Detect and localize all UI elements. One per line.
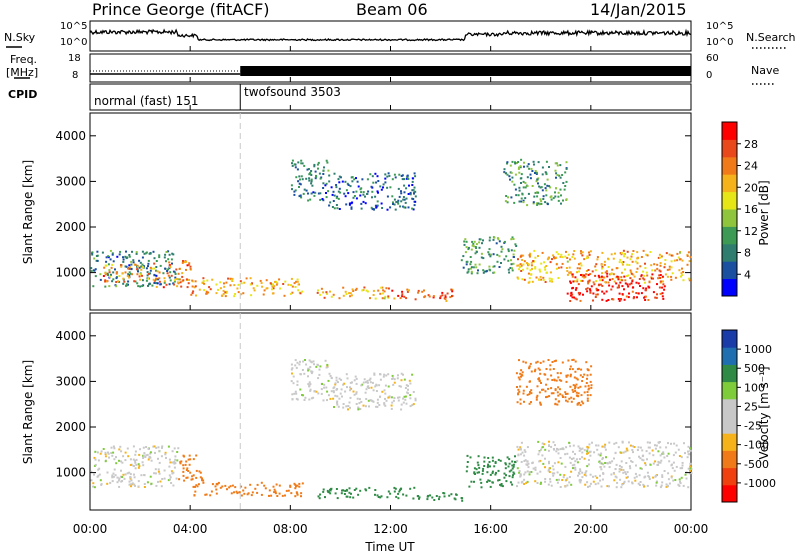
xtick-label: 00:00 [73, 522, 108, 536]
freq-trace [90, 66, 691, 76]
freq-unit-label: [MHz] [6, 66, 39, 79]
xtick-label: 00:00 [674, 522, 709, 536]
power-colorbar-tick: 24 [744, 160, 758, 173]
nave-tick-low: 0 [706, 70, 713, 81]
freq-tick-low: 8 [72, 70, 79, 81]
velocity-ytick-label: 4000 [55, 329, 86, 343]
power-colorbar-tick: 20 [744, 181, 758, 194]
power-ylabel: Slant Range [km] [21, 160, 35, 264]
velocity-colorbar-tick: -100 [744, 439, 769, 452]
nsky-tick-low: 10^0 [60, 37, 88, 48]
velocity-heatmap [90, 358, 693, 502]
power-colorbar-label: Power [dB] [757, 180, 771, 245]
velocity-colorbar-tick: 25 [744, 400, 758, 413]
nave-tick-high: 60 [706, 53, 719, 64]
nsearch-tick-high: 10^5 [706, 21, 734, 32]
nsky-tick-high: 10^5 [60, 21, 88, 32]
velocity-region-8 [515, 358, 593, 407]
velocity-colorbar-tick: 100 [744, 381, 765, 394]
power-region-4 [290, 159, 330, 202]
velocity-region-4 [327, 372, 417, 411]
velocity-region-9 [516, 440, 693, 489]
velocity-region-1 [178, 454, 205, 482]
power-region-7 [391, 288, 454, 302]
nsearch-label: N.Search [746, 31, 796, 44]
power-colorbar-tick: 16 [744, 203, 758, 216]
xtick-label: 12:00 [373, 522, 408, 536]
xtick-label: 16:00 [473, 522, 508, 536]
power-colorbar-tick: 28 [744, 138, 758, 151]
power-colorbar: 28 24 20 16 12 8 4 [721, 121, 758, 297]
power-colorbar-tick: 8 [744, 247, 751, 260]
x-axis-label: Time UT [364, 540, 415, 554]
velocity-colorbar: 1000 500 100 25 -25 -100 -500 -1000 [721, 329, 776, 503]
velocity-colorbar-tick: 500 [744, 362, 765, 375]
cpid-label: CPID [8, 88, 38, 101]
cpid-segment-twofsound: twofsound 3503 [244, 85, 341, 99]
power-colorbar-tick: 4 [744, 268, 751, 281]
power-region-5 [328, 172, 417, 211]
freq-label: Freq. [10, 53, 38, 66]
power-ytick-label: 1000 [55, 266, 86, 280]
power-ytick-label: 3000 [55, 174, 86, 188]
power-region-8 [460, 236, 518, 275]
nsky-label: N.Sky [4, 31, 36, 44]
power-region-6 [316, 286, 390, 300]
power-ytick-label: 2000 [55, 220, 86, 234]
power-ytick-label: 4000 [55, 129, 86, 143]
velocity-region-5 [317, 486, 416, 500]
xtick-label: 20:00 [574, 522, 609, 536]
nsearch-tick-low: 10^0 [706, 37, 734, 48]
velocity-region-6 [416, 492, 464, 502]
xtick-label: 08:00 [273, 522, 308, 536]
freq-tick-high: 18 [68, 53, 81, 64]
velocity-colorbar-tick: 1000 [744, 343, 772, 356]
power-panel-frame [89, 112, 692, 311]
cpid-segment-normal: normal (fast) 151 [94, 94, 199, 108]
velocity-ytick-label: 1000 [55, 466, 86, 480]
velocity-ylabel: Slant Range [km] [21, 360, 35, 464]
colorbars: 28 24 20 16 12 8 4 1000 500 100 25 -25 -100 -500 -1000 [721, 121, 776, 503]
power-heatmap [90, 158, 692, 302]
nsky-line [89, 28, 692, 42]
xtick-label: 04:00 [173, 522, 208, 536]
velocity-colorbar-tick: -1000 [744, 477, 776, 490]
power-region-2 [152, 260, 192, 289]
velocity-ytick-label: 3000 [55, 374, 86, 388]
power-region-11 [566, 272, 666, 302]
power-colorbar-tick: 12 [744, 225, 758, 238]
velocity-colorbar-tick: -25 [744, 420, 762, 433]
beam-title: Beam 06 [356, 0, 428, 19]
date-title: 14/Jan/2015 [590, 0, 687, 19]
power-region-3 [190, 277, 304, 298]
nsky-trace [89, 28, 692, 42]
power-region-1 [102, 263, 153, 283]
velocity-region-2 [192, 481, 304, 498]
velocity-colorbar-label: Velocity [m s⁻¹] [757, 366, 771, 459]
velocity-region-3 [290, 359, 330, 402]
velocity-ytick-label: 2000 [55, 420, 86, 434]
power-region-9 [503, 158, 568, 207]
freq-twofsound-block [240, 66, 691, 76]
velocity-region-0 [90, 445, 180, 489]
velocity-colorbar-tick: -500 [744, 458, 769, 471]
velocity-region-7 [465, 454, 517, 489]
site-title: Prince George (fitACF) [92, 0, 270, 19]
nave-label: Nave [751, 64, 780, 77]
